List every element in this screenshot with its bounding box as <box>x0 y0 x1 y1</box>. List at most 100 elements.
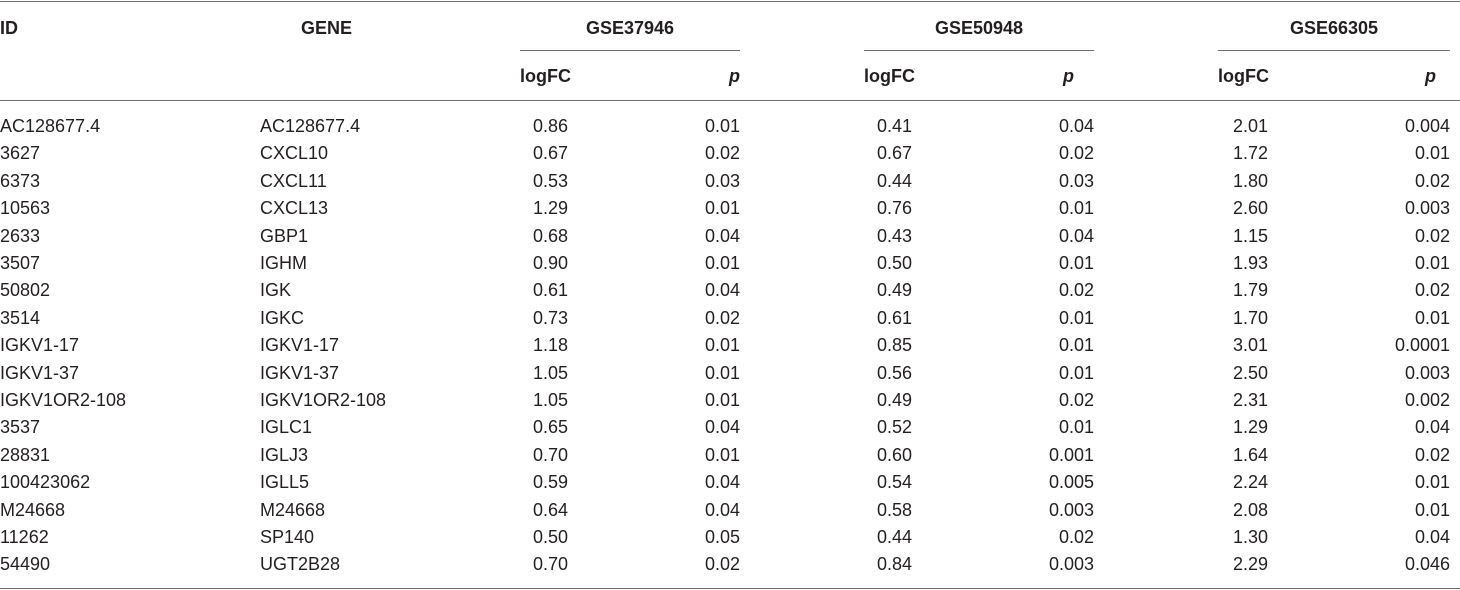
cell-gse66305-p: 0.003 <box>1404 362 1450 383</box>
cell-gse37946-logfc: 0.90 <box>532 253 568 273</box>
table-top-rule <box>0 1 1460 2</box>
cell-gse66305-p: 0.04 <box>1414 417 1450 438</box>
cell-id: 6373 <box>0 170 41 191</box>
cell-gse66305-p: 0.02 <box>1414 170 1450 191</box>
cell-gse37946-logfc: 1.05 <box>532 390 568 410</box>
cell-gse66305-p: 0.01 <box>1414 472 1450 493</box>
cell-id: M24668 <box>0 499 66 520</box>
cell-gene: IGK <box>260 280 292 301</box>
cell-gse50948-p: 0.02 <box>1058 280 1094 301</box>
cell-gse50948-logfc: 0.43 <box>876 225 912 246</box>
cell-gse50948-p: 0.01 <box>1058 335 1094 356</box>
header-group-gse37946: GSE37946 <box>585 18 675 38</box>
cell-gse37946-logfc: 0.59 <box>532 472 568 493</box>
cell-gse66305-logfc: 1.70 <box>1232 307 1268 328</box>
cell-gse37946-logfc: 0.86 <box>532 116 568 136</box>
header-logfc-3: logFC <box>1218 66 1269 86</box>
cell-gse37946-p: 0.05 <box>704 527 740 547</box>
cell-gse66305-p: 0.01 <box>1414 253 1450 273</box>
cell-gse50948-logfc: 0.44 <box>876 170 912 191</box>
cell-gse66305-logfc: 2.24 <box>1232 472 1268 493</box>
cell-gse50948-p: 0.02 <box>1058 143 1094 164</box>
cell-gse37946-logfc: 0.70 <box>532 444 568 465</box>
cell-gse37946-logfc: 0.53 <box>532 170 568 191</box>
cell-gse50948-logfc: 0.56 <box>876 362 912 383</box>
cell-gse37946-logfc: 0.50 <box>532 527 568 547</box>
cell-gse66305-logfc: 2.08 <box>1232 499 1268 520</box>
cell-gse66305-logfc: 2.50 <box>1232 362 1268 383</box>
cell-gse37946-logfc: 0.73 <box>532 307 568 328</box>
cell-id: 2633 <box>0 225 41 246</box>
cell-gse50948-p: 0.01 <box>1058 362 1094 383</box>
cell-id: IGKV1OR2-108 <box>0 390 127 410</box>
cell-gse37946-logfc: 1.05 <box>532 362 568 383</box>
cell-gse37946-p: 0.01 <box>704 444 740 465</box>
cell-gse37946-logfc: 0.67 <box>532 143 568 164</box>
cell-gse66305-p: 0.046 <box>1404 554 1450 575</box>
cell-gse37946-p: 0.01 <box>704 116 740 136</box>
cell-gene: CXCL10 <box>260 143 329 164</box>
cell-gse37946-p: 0.04 <box>704 499 740 520</box>
cell-gse50948-p: 0.003 <box>1048 554 1094 575</box>
cell-gse66305-logfc: 1.93 <box>1232 253 1268 273</box>
cell-gse50948-p: 0.04 <box>1058 116 1094 136</box>
cell-gse66305-p: 0.01 <box>1414 143 1450 164</box>
header-p-1: p <box>729 66 740 86</box>
cell-gse66305-logfc: 1.15 <box>1232 225 1268 246</box>
cell-gse66305-p: 0.02 <box>1414 444 1450 465</box>
cell-gene: CXCL11 <box>260 170 327 191</box>
cell-gse50948-p: 0.003 <box>1048 499 1094 520</box>
cell-gene: CXCL13 <box>260 198 329 219</box>
cell-gse50948-logfc: 0.49 <box>876 280 912 301</box>
cell-gse37946-p: 0.01 <box>704 253 740 273</box>
cell-gene: IGHM <box>260 253 307 273</box>
cell-gse50948-p: 0.02 <box>1058 390 1094 410</box>
header-group-gse66305: GSE66305 <box>1289 18 1379 38</box>
cell-gene: IGLJ3 <box>260 444 309 465</box>
cell-gene: UGT2B28 <box>260 554 341 575</box>
group-rule-gse50948 <box>864 50 1094 51</box>
cell-id: 3514 <box>0 307 41 328</box>
cell-gse37946-logfc: 0.70 <box>532 554 568 575</box>
header-id: ID <box>0 18 18 38</box>
cell-id: 50802 <box>0 280 51 301</box>
cell-gse66305-logfc: 1.79 <box>1232 280 1268 301</box>
group-rule-gse37946 <box>520 50 740 51</box>
cell-gse37946-logfc: 0.64 <box>532 499 568 520</box>
cell-gse66305-p: 0.04 <box>1414 527 1450 547</box>
cell-gene: IGKV1-17 <box>260 335 340 356</box>
cell-gse37946-p: 0.04 <box>704 417 740 438</box>
cell-gse37946-p: 0.04 <box>704 472 740 493</box>
cell-gse37946-p: 0.03 <box>704 170 740 191</box>
cell-gse66305-logfc: 1.72 <box>1232 143 1268 164</box>
cell-gse66305-p: 0.004 <box>1404 116 1450 136</box>
cell-gse66305-logfc: 1.29 <box>1232 417 1268 438</box>
cell-id: 10563 <box>0 198 51 219</box>
cell-gse50948-logfc: 0.54 <box>876 472 912 493</box>
cell-gse50948-p: 0.001 <box>1048 444 1094 465</box>
header-logfc-2: logFC <box>864 66 915 86</box>
header-rule <box>0 100 1460 101</box>
cell-gse50948-logfc: 0.60 <box>876 444 912 465</box>
cell-gse50948-logfc: 0.76 <box>876 198 912 219</box>
cell-gse50948-logfc: 0.50 <box>876 253 912 273</box>
cell-id: 28831 <box>0 444 51 465</box>
cell-gse66305-p: 0.02 <box>1414 225 1450 246</box>
cell-gse50948-logfc: 0.44 <box>876 527 912 547</box>
cell-gse66305-p: 0.003 <box>1404 198 1450 219</box>
cell-gse50948-logfc: 0.41 <box>876 116 912 136</box>
cell-gse50948-logfc: 0.61 <box>876 307 912 328</box>
cell-gse66305-p: 0.0001 <box>1394 335 1450 356</box>
cell-gene: IGKC <box>260 307 305 328</box>
cell-gse37946-p: 0.01 <box>704 390 740 410</box>
cell-gse66305-p: 0.01 <box>1414 307 1450 328</box>
cell-id: AC128677.4 <box>0 116 101 136</box>
cell-gse37946-p: 0.02 <box>704 143 740 164</box>
cell-gse37946-logfc: 0.65 <box>532 417 568 438</box>
group-rule-gse66305 <box>1218 50 1450 51</box>
cell-gse66305-logfc: 2.60 <box>1232 198 1268 219</box>
cell-gse50948-p: 0.01 <box>1058 198 1094 219</box>
cell-id: 3627 <box>0 143 41 164</box>
cell-gene: IGLC1 <box>260 417 313 438</box>
cell-gse50948-logfc: 0.52 <box>876 417 912 438</box>
